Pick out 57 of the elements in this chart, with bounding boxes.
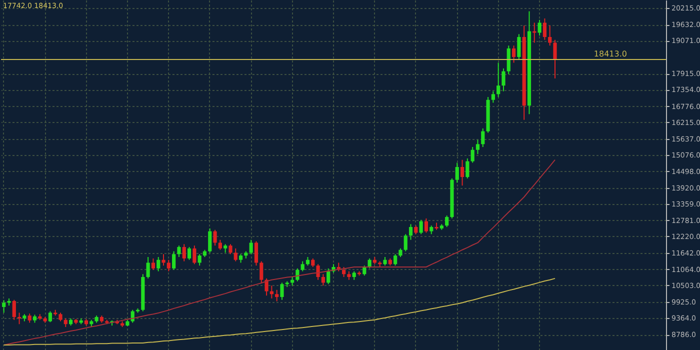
candlestick <box>321 274 325 286</box>
candlestick <box>166 259 170 272</box>
candlestick <box>275 289 279 302</box>
ref-line-label: 18413.0 <box>594 49 627 58</box>
candlestick <box>280 282 284 300</box>
candlestick <box>470 146 474 164</box>
candlestick <box>177 245 181 258</box>
candlestick <box>198 254 202 266</box>
candlestick <box>466 158 470 179</box>
candlestick <box>502 68 506 92</box>
candlestick <box>260 260 264 284</box>
candlestick <box>264 278 268 296</box>
candlestick <box>17 312 22 325</box>
candlestick <box>208 228 212 254</box>
candlestick <box>2 300 6 314</box>
candlestick <box>28 313 32 324</box>
candlestick <box>542 18 546 40</box>
candlestick <box>182 244 186 262</box>
candlestick <box>408 224 413 240</box>
candlestick <box>517 34 521 60</box>
candlestick <box>491 90 495 104</box>
candlestick <box>419 219 423 235</box>
candlestick <box>146 256 150 279</box>
candlestick <box>394 254 398 266</box>
candlestick <box>156 256 160 272</box>
candlestick <box>404 234 408 252</box>
candlestick <box>512 45 516 64</box>
candlestick <box>460 159 464 186</box>
candlestick <box>455 162 459 184</box>
candlestick <box>48 310 52 323</box>
candlestick <box>300 260 304 272</box>
candlestick <box>234 248 238 262</box>
candlestick <box>481 128 485 148</box>
candlestick <box>445 215 449 228</box>
candlestick <box>218 239 222 250</box>
candlestick <box>213 229 217 246</box>
candlestick <box>228 244 232 255</box>
candlestick <box>326 268 330 285</box>
candlestick <box>424 218 428 234</box>
candlestick <box>192 245 196 265</box>
candlestick <box>538 19 542 36</box>
candlestick <box>151 258 156 270</box>
candlestick <box>249 239 253 255</box>
candlestick <box>254 240 258 266</box>
candlestick <box>496 62 500 98</box>
candlestick <box>172 250 176 270</box>
candlestick <box>342 266 346 278</box>
candlestick <box>12 299 16 320</box>
candlestick <box>162 254 166 266</box>
candlestick <box>316 264 320 280</box>
line-series <box>3 159 556 346</box>
line-series <box>3 278 556 346</box>
candlestick <box>476 139 480 155</box>
candlestick <box>548 25 552 46</box>
candlestick <box>506 45 510 75</box>
candlestick <box>553 39 557 79</box>
candlestick <box>187 246 192 260</box>
